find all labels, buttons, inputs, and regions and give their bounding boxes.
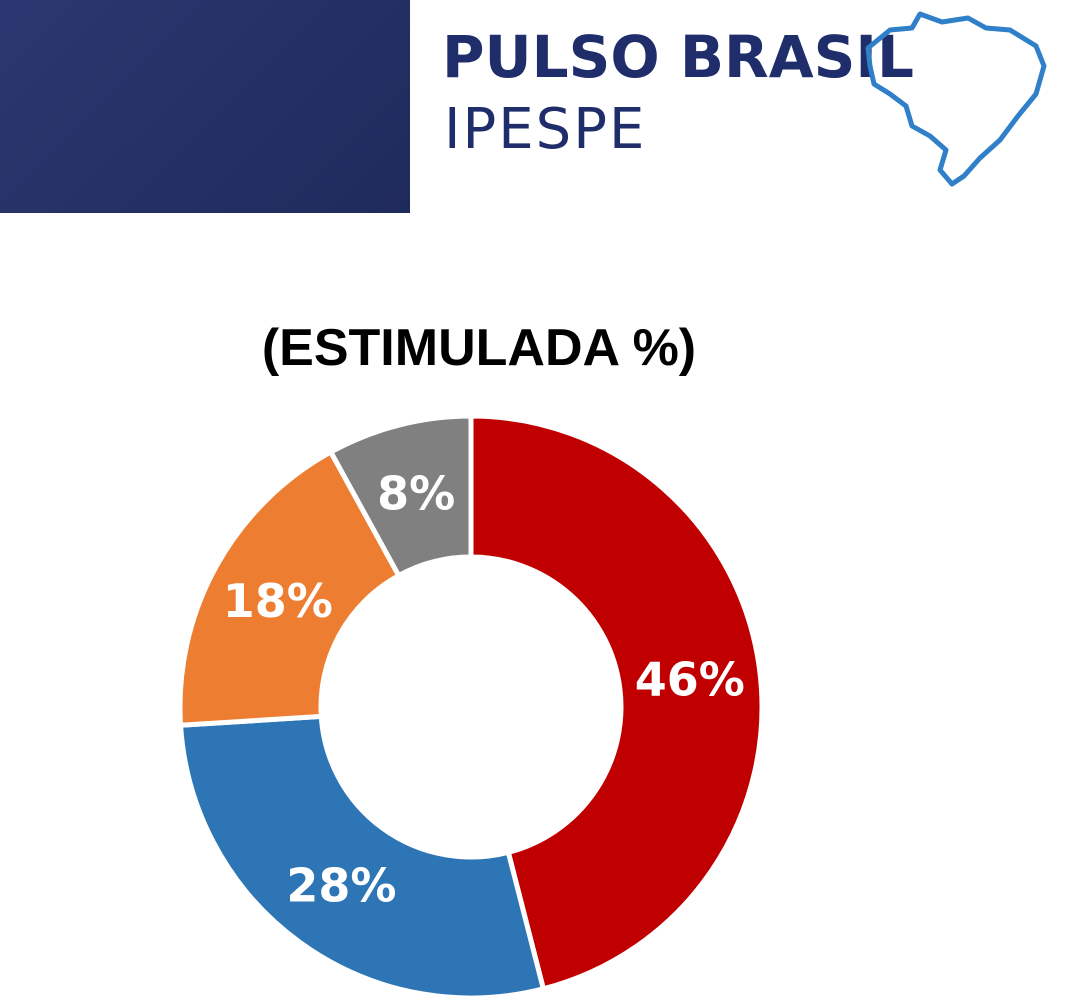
brand-logo: PULSO BRASIL IPESPE bbox=[442, 11, 1052, 208]
slice-label-3: 8% bbox=[377, 466, 455, 520]
brazil-map-outline-icon bbox=[865, 11, 1047, 187]
donut-slice-0 bbox=[468, 413, 765, 992]
brand-name: PULSO BRASIL bbox=[442, 23, 914, 91]
donut-slice-1 bbox=[178, 713, 546, 1001]
donut-slice-3 bbox=[328, 413, 474, 579]
brand-subname: IPESPE bbox=[444, 97, 647, 162]
chart-title: (ESTIMULADA %) bbox=[261, 319, 697, 377]
slice-label-2: 18% bbox=[223, 574, 333, 628]
slice-label-0: 46% bbox=[635, 652, 745, 706]
slice-label-1: 28% bbox=[286, 858, 396, 912]
header-band bbox=[0, 0, 410, 213]
donut-slice-2 bbox=[177, 449, 402, 728]
